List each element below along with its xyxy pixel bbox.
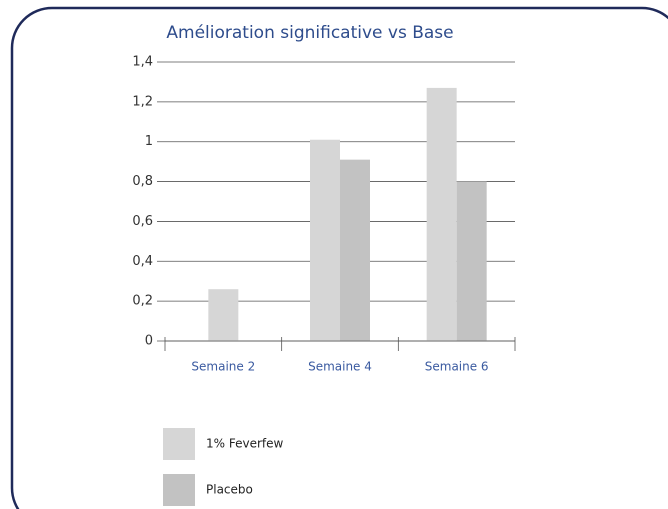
y-tick-label: 1,2 xyxy=(132,94,153,109)
y-tick-label: 1,4 xyxy=(132,55,153,70)
bar xyxy=(310,139,340,341)
bar xyxy=(426,87,457,342)
y-tick-label: 1 xyxy=(145,134,153,149)
y-tick-label: 0,8 xyxy=(132,174,153,189)
bar xyxy=(456,181,487,341)
y-tick-label: 0 xyxy=(145,334,153,349)
x-tick-label: Semaine 2 xyxy=(191,360,255,374)
bar xyxy=(340,159,370,341)
y-tick-label: 0,6 xyxy=(132,214,153,229)
legend-label: Placebo xyxy=(206,483,253,497)
legend-label: 1% Feverfew xyxy=(206,437,284,451)
x-tick-label: Semaine 4 xyxy=(308,360,372,374)
bar xyxy=(208,289,239,341)
x-tick-label: Semaine 6 xyxy=(425,360,489,374)
y-tick-label: 0,2 xyxy=(132,294,153,309)
chart-title: Amélioration significative vs Base xyxy=(166,23,453,43)
legend-swatch xyxy=(163,474,195,506)
legend-swatch xyxy=(163,428,195,460)
y-tick-label: 0,4 xyxy=(132,254,153,269)
